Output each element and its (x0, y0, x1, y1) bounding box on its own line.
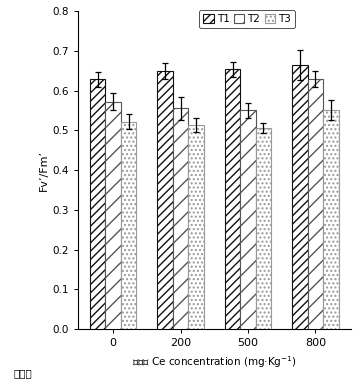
Bar (90, 79, 106, 329)
Y-axis label: Fv’/Fm’: Fv’/Fm’ (39, 149, 49, 191)
Bar (225, 69, 240, 329)
Bar (323, 110, 339, 329)
Bar (256, 128, 271, 329)
Bar (240, 110, 256, 329)
Bar (308, 79, 323, 329)
Bar (158, 70, 173, 329)
Text: 老羊茅: 老羊茅 (14, 368, 32, 378)
Bar (173, 109, 188, 329)
X-axis label: 施放量 Ce concentration (mg·Kg$^{-1}$): 施放量 Ce concentration (mg·Kg$^{-1}$) (132, 354, 297, 370)
Bar (188, 125, 204, 329)
Bar (106, 102, 121, 329)
Bar (292, 65, 308, 329)
Legend: T1, T2, T3: T1, T2, T3 (199, 10, 295, 28)
Bar (121, 122, 136, 329)
